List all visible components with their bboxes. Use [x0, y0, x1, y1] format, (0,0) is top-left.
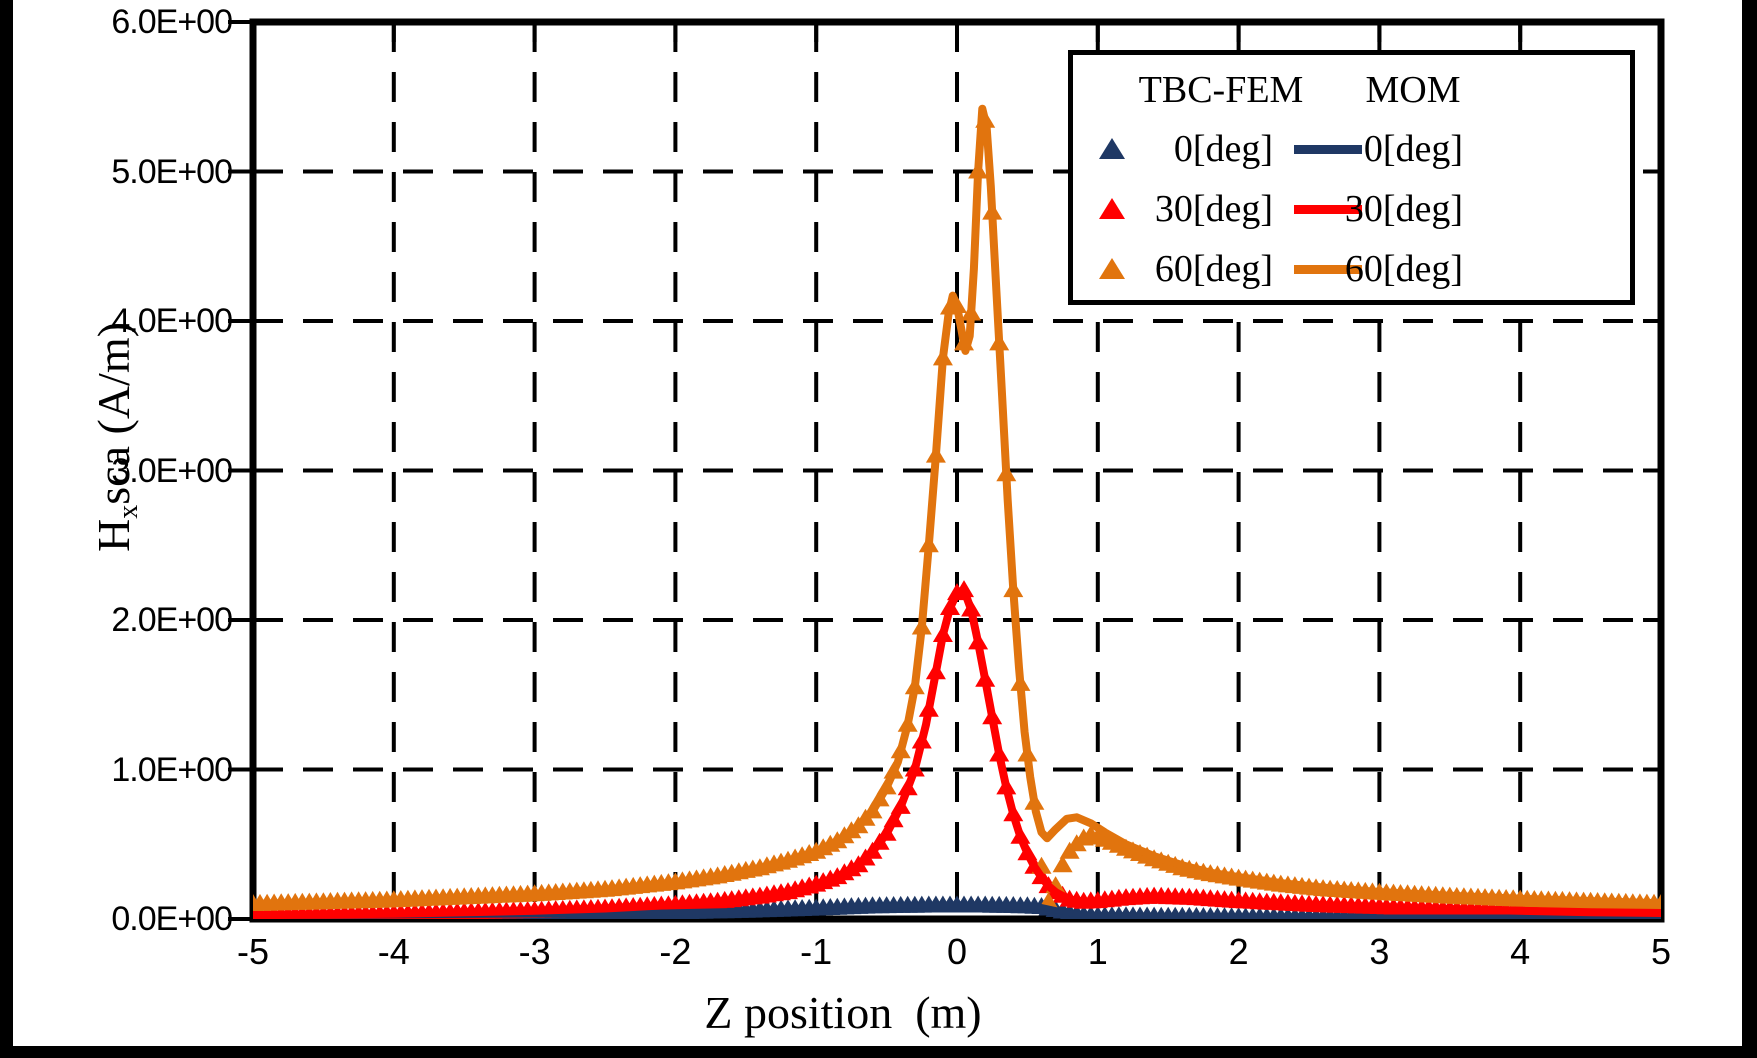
triangle-marker-icon [1099, 258, 1125, 279]
legend-mom-label: 60[deg] [1344, 248, 1463, 290]
legend-row-0deg: 0[deg] 0[deg] [1073, 127, 1630, 171]
legend-row-60deg: 60[deg] 60[deg] [1073, 247, 1630, 291]
legend-fem-label: 0[deg] [1173, 128, 1273, 170]
line-swatch-icon [1294, 205, 1362, 214]
x-tick-label: 5 [1650, 931, 1672, 972]
y-tick-label: 2.0E+00 [111, 601, 233, 639]
line-swatch-icon [1294, 265, 1362, 274]
y-tick-label: 5.0E+00 [111, 152, 233, 191]
legend-row-30deg: 30[deg] 30[deg] [1073, 187, 1630, 231]
series-mom-60deg [253, 104, 1661, 908]
series-mom-30deg [253, 586, 1661, 919]
legend-mom-label: 30[deg] [1344, 188, 1463, 230]
legend-mom-label: 0[deg] [1363, 128, 1463, 170]
y-tick-label: 0.0E+00 [111, 900, 233, 938]
x-tick-label: -2 [659, 931, 692, 972]
legend-fem-label: 60[deg] [1154, 248, 1273, 290]
data-series [253, 104, 1661, 919]
x-tick-label: -4 [377, 931, 410, 972]
legend-fem-label: 30[deg] [1154, 188, 1273, 230]
x-tick-label: -5 [236, 931, 269, 972]
x-tick-label: 4 [1510, 931, 1531, 972]
legend: TBC-FEM MOM 0[deg] 0[deg] 30[deg] 30[deg… [1068, 50, 1635, 305]
legend-header-tbc-fem: TBC-FEM [1138, 69, 1304, 111]
tick-marks [228, 20, 1661, 921]
line-swatch-icon [1294, 145, 1362, 154]
x-tick-label: 0 [946, 931, 968, 972]
legend-header-mom: MOM [1365, 69, 1461, 111]
triangle-marker-icon [1099, 138, 1125, 159]
y-axis-title-base: H [88, 518, 139, 552]
y-tick-label: 3.0E+00 [111, 451, 233, 490]
x-tick-label: 1 [1087, 931, 1108, 972]
triangle-marker-icon [1099, 198, 1125, 219]
x-tick-label: -3 [518, 931, 551, 972]
y-axis-title-subscript: x [113, 504, 144, 519]
series-mom-0deg [253, 902, 1661, 919]
x-axis-title: Z position (m) [704, 987, 982, 1038]
y-tick-label: 1.0E+00 [111, 750, 233, 789]
x-tick-label: 3 [1369, 931, 1390, 972]
y-tick-label: 6.0E+00 [111, 3, 233, 41]
x-tick-label: -1 [800, 931, 833, 972]
y-tick-label: 4.0E+00 [111, 302, 233, 340]
x-tick-label: 2 [1228, 931, 1249, 972]
